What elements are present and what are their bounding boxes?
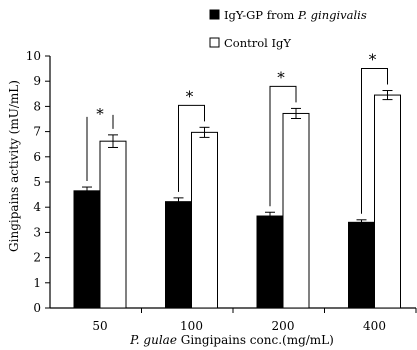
legend-swatch-series-1: [209, 9, 220, 20]
y-tick-label: 5: [33, 175, 41, 189]
significance-mark-200: *: [277, 68, 285, 86]
bar-1-400: [348, 221, 375, 309]
significance-mark-100: *: [186, 87, 194, 105]
sig-bracket-400: [361, 68, 388, 214]
x-tick-label: 400: [363, 319, 386, 333]
legend-swatch-series-2: [209, 37, 220, 48]
y-tick-label: 7: [33, 125, 41, 139]
bar-1-100: [165, 201, 192, 309]
x-tick-label: 50: [92, 319, 107, 333]
plot-area: 0 1 2 3 4 5 6 7 8 9 10 50 * 100 * 200 * 400 *: [26, 49, 417, 333]
sig-bracket-200: [269, 85, 297, 207]
y-tick-label: 9: [33, 74, 41, 88]
x-axis-title: P. gulae Gingipains conc.(mg/mL): [129, 333, 334, 347]
y-tick-label: 8: [33, 99, 41, 113]
bar-1-50: [73, 190, 101, 309]
bar-2-50: [99, 140, 127, 309]
y-axis-title: Gingipains activity (mU/mL): [7, 80, 21, 252]
y-tick-label: 10: [26, 49, 41, 63]
bar-2-100: [191, 131, 218, 309]
significance-mark-400: *: [369, 51, 377, 69]
y-tick-label: 0: [33, 301, 41, 315]
significance-mark-50: *: [96, 105, 104, 123]
y-tick-label: 1: [33, 276, 41, 290]
y-tick-label: 6: [33, 150, 41, 164]
y-tick-label: 3: [33, 225, 41, 239]
y-tick-label: 4: [33, 200, 41, 214]
y-tick-label: 2: [33, 251, 41, 265]
legend: IgY-GP from P. gingivalis Control IgY: [209, 8, 367, 50]
x-tick-label: 200: [272, 319, 295, 333]
bar-2-200: [282, 112, 310, 309]
x-tick-label: 100: [180, 319, 203, 333]
sig-bracket-100: [178, 104, 205, 192]
legend-label-series-2: Control IgY: [224, 36, 291, 50]
bar-2-400: [374, 94, 401, 309]
legend-label-series-1: IgY-GP from P. gingivalis: [224, 8, 367, 22]
bar-1-200: [256, 215, 284, 309]
